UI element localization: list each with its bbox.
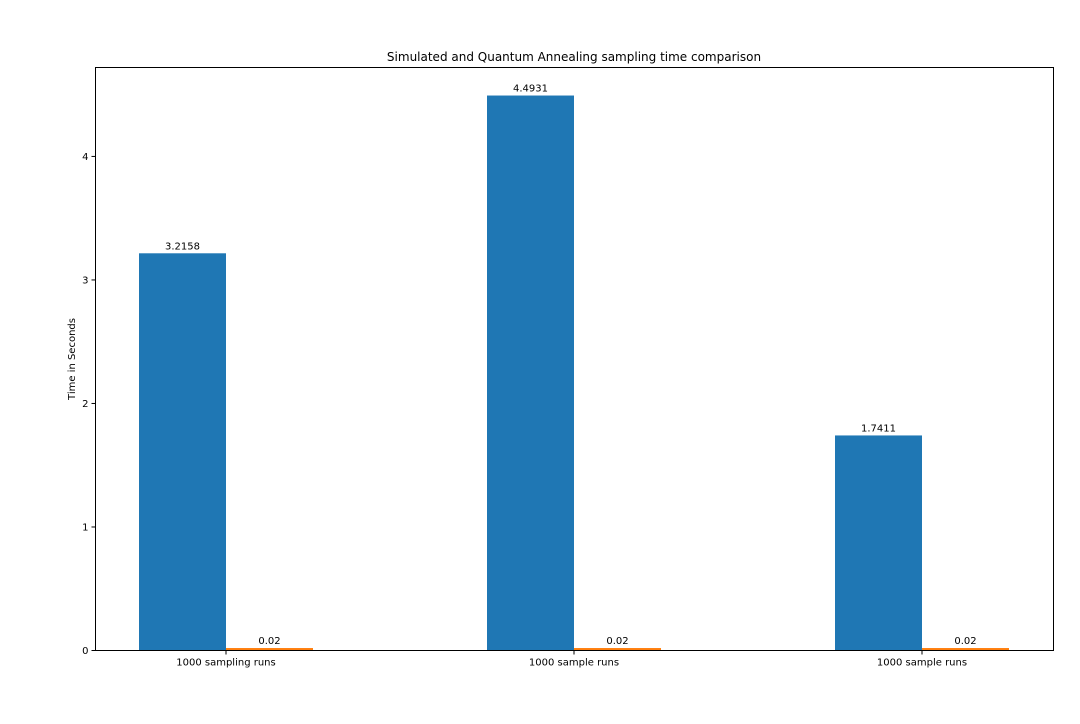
data-labels-layer: 3.2158 0.02 4.4931 0.02 1.7411 0.02 (165, 84, 977, 648)
bar-series-1-group-3 (835, 435, 922, 651)
data-label-series-1-group-3: 1.7411 (861, 423, 896, 434)
x-tick-label: 1000 sample runs (877, 658, 967, 669)
bars-layer (139, 95, 1009, 651)
y-tick-label: 2 (82, 399, 88, 410)
data-label-series-2-group-2: 0.02 (606, 636, 628, 647)
bar-series-1-group-2 (487, 95, 574, 651)
y-tick-label: 4 (82, 152, 88, 163)
data-label-series-1-group-2: 4.4931 (513, 84, 548, 95)
plot-frame (95, 67, 1054, 651)
y-axis-label: Time in Seconds (67, 318, 78, 401)
bar-series-1-group-1 (139, 253, 226, 651)
y-tick-label: 0 (82, 646, 88, 657)
ticks-layer: 1000 sampling runs 1000 sample runs 1000 s… (82, 152, 967, 669)
data-label-series-2-group-3: 0.02 (954, 636, 976, 647)
bar-series-2-group-2 (574, 648, 661, 651)
data-label-series-2-group-1: 0.02 (258, 636, 280, 647)
x-tick-label: 1000 sampling runs (176, 658, 275, 669)
y-tick-label: 3 (82, 275, 88, 286)
data-label-series-1-group-1: 3.2158 (165, 241, 200, 252)
chart-title: Simulated and Quantum Annealing sampling… (387, 50, 761, 64)
y-tick-label: 1 (82, 522, 88, 533)
x-tick-label: 1000 sample runs (529, 658, 619, 669)
bar-series-2-group-3 (922, 648, 1009, 651)
bar-series-2-group-1 (226, 648, 313, 651)
